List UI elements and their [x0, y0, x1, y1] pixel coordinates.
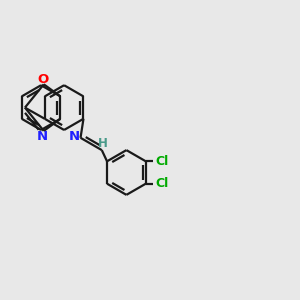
Text: Cl: Cl: [155, 177, 168, 190]
Text: N: N: [37, 130, 48, 143]
Text: Cl: Cl: [155, 155, 168, 168]
Text: O: O: [37, 73, 48, 86]
Text: H: H: [98, 136, 108, 150]
Text: N: N: [69, 130, 80, 143]
